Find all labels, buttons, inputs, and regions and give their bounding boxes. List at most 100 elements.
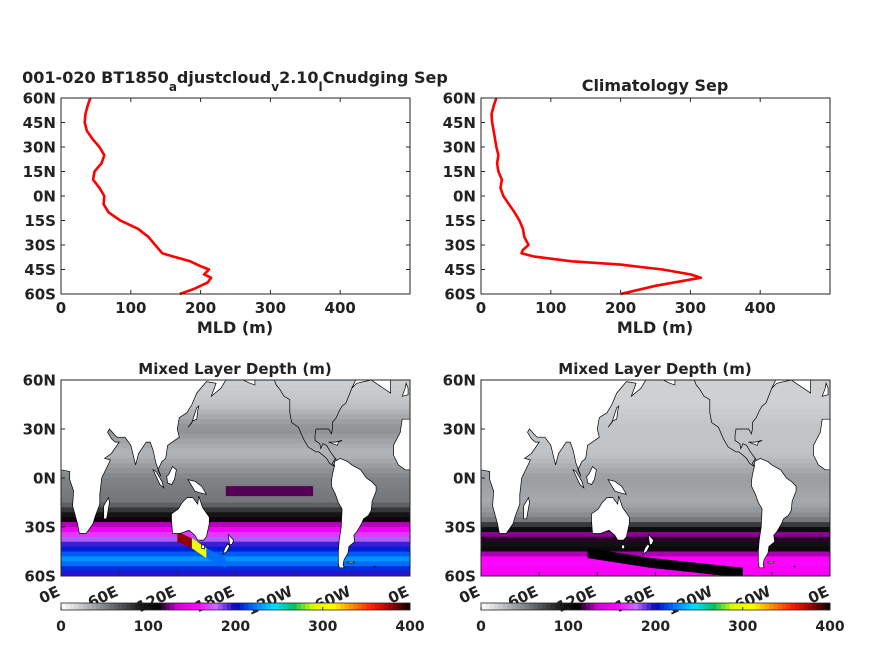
colorbar-segment xyxy=(751,603,757,610)
colorbar-segment xyxy=(542,603,547,610)
colorbar-segment xyxy=(74,603,79,610)
colorbar-segment xyxy=(568,603,574,610)
colorbar-segment xyxy=(340,603,346,610)
profile-chart-climatology: Climatology Sep 60N 45N 30N 15N 0N 15S 30S 45S 6… xyxy=(443,76,831,337)
colorbar-segment xyxy=(261,603,267,610)
mld-band xyxy=(481,517,830,523)
x-tick-label: 300 xyxy=(255,299,286,317)
mld-band xyxy=(61,566,410,572)
colorbar-segment xyxy=(786,603,792,610)
colorbar-segment xyxy=(405,603,411,610)
colorbar-segment xyxy=(729,603,735,610)
colorbar-segment xyxy=(803,603,809,610)
mld-band xyxy=(481,414,830,420)
colorbar-segment xyxy=(95,603,101,610)
colorbar-segment xyxy=(331,603,337,610)
land-polygon xyxy=(201,544,205,550)
y-tick-label: 60N xyxy=(23,372,56,390)
colorbar-segment xyxy=(209,603,215,610)
colorbar-segment xyxy=(816,603,822,610)
colorbar-segment xyxy=(309,603,315,610)
land-polygon xyxy=(642,543,651,555)
mld-feature xyxy=(206,548,226,568)
mld-band xyxy=(481,531,830,538)
title-part: 2.10 xyxy=(279,68,318,87)
mld-band xyxy=(61,394,410,401)
land-polygon xyxy=(222,543,231,555)
colorbar-segment xyxy=(152,603,158,610)
mld-band xyxy=(61,561,410,567)
colorbar-segment xyxy=(642,603,648,610)
colorbar-segment xyxy=(489,603,495,610)
colorbar-tick-label: 100 xyxy=(134,619,163,635)
colorbar-segment xyxy=(314,603,319,610)
colorbar-segment xyxy=(747,603,752,610)
plot-frame xyxy=(60,97,411,295)
mld-band xyxy=(61,453,410,459)
land-polygon xyxy=(793,565,796,568)
land-polygon xyxy=(187,479,208,495)
mld-feature xyxy=(191,538,207,559)
colorbar-segment xyxy=(528,603,534,610)
colorbar-segment xyxy=(248,603,254,610)
mld-band xyxy=(481,429,830,435)
title-part: djustcloud xyxy=(177,68,271,87)
colorbar-segment xyxy=(165,603,171,610)
colorbar-segment xyxy=(65,603,71,610)
colorbar-segment xyxy=(274,603,280,610)
colorbar-segment xyxy=(196,603,202,610)
mld-band xyxy=(61,468,410,474)
mld-band xyxy=(61,433,410,440)
colorbar-tick-label: 300 xyxy=(308,619,337,635)
mld-band xyxy=(481,424,830,430)
colorbar-segment xyxy=(383,603,389,610)
y-tick-label: 30S xyxy=(24,519,56,537)
x-tick-label: 200 xyxy=(185,299,216,317)
y-tick-label: 60N xyxy=(443,90,476,108)
land-polygon xyxy=(61,380,227,534)
colorbar-segment xyxy=(638,603,643,610)
colorbar-segment xyxy=(812,603,818,610)
mld-band xyxy=(61,399,410,406)
colorbar-segment xyxy=(668,603,674,610)
colorbar-segment xyxy=(707,603,713,610)
y-tick-label: 60S xyxy=(24,568,56,586)
y-tick-label: 30N xyxy=(23,421,56,439)
x-tick-label: 0 xyxy=(476,299,486,317)
colorbar-segment xyxy=(204,603,210,610)
mld-band xyxy=(481,541,830,548)
title-part-sub: l xyxy=(319,80,323,94)
colorbar-segment xyxy=(187,603,193,610)
mld-band xyxy=(61,478,410,484)
mld-band xyxy=(481,409,830,415)
colorbar-segment xyxy=(790,603,796,610)
y-tick-label: 30N xyxy=(23,139,56,157)
colorbar-segment xyxy=(485,603,491,610)
mld-band xyxy=(61,404,410,410)
x-tick-label: 400 xyxy=(325,299,356,317)
colorbar-segment xyxy=(594,603,600,610)
land-polygon xyxy=(328,440,343,446)
land-polygon xyxy=(621,544,625,550)
mld-feature xyxy=(177,531,192,549)
y-tick-label: 45S xyxy=(444,261,476,279)
mld-band xyxy=(481,463,830,469)
colorbar-segment xyxy=(520,603,526,610)
land-polygon xyxy=(187,405,200,428)
mld-band xyxy=(481,399,830,406)
colorbar-segment xyxy=(550,603,556,610)
colorbar-segment xyxy=(353,603,359,610)
colorbar-segment xyxy=(585,603,591,610)
mld-band xyxy=(481,453,830,459)
colorbar-segment xyxy=(183,603,189,610)
colorbar-segment xyxy=(603,603,609,610)
mld-band xyxy=(61,497,410,504)
x-tick-label: 180E xyxy=(192,582,237,616)
mld-band xyxy=(61,502,410,508)
colorbar-segment xyxy=(533,603,539,610)
colorbar-segment xyxy=(725,603,731,610)
colorbar-segment xyxy=(344,603,350,610)
mld-band xyxy=(61,536,410,543)
